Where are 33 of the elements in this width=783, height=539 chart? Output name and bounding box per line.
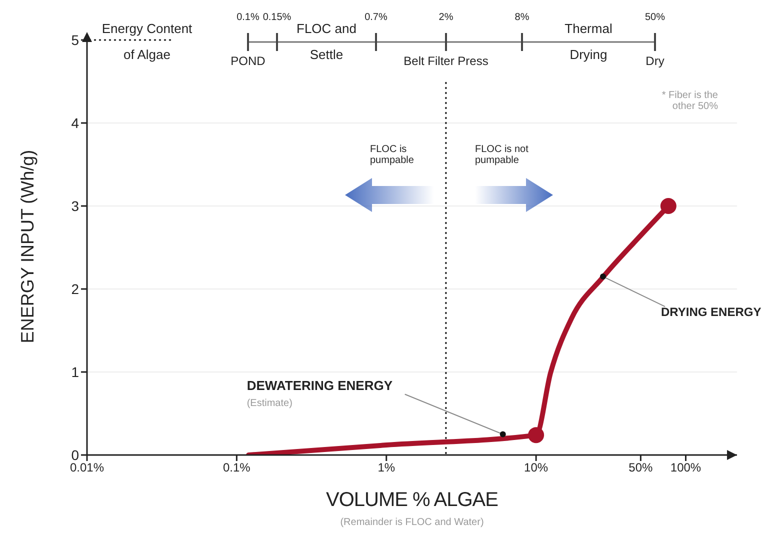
annotation: FLOC is pumpable (370, 144, 415, 166)
y-tick-label: 3 (71, 198, 80, 214)
y-tick-label: 1 (71, 364, 80, 380)
x-tick-label: 0.01% (70, 460, 104, 475)
y-tick-label: 4 (71, 114, 80, 131)
annotation: DEWATERING ENERGY (246, 378, 393, 394)
text: 50% (644, 12, 665, 23)
annotation: DRYING ENERGY (660, 304, 762, 319)
x-tick-label: 1% (378, 460, 396, 475)
x-tick-label: 0.1% (223, 460, 251, 475)
annotation: POND (230, 54, 266, 68)
annotation: FLOC is not pumpable (475, 144, 530, 166)
annotation: * Fiber is the other 50% (660, 90, 718, 112)
annotation: Thermal Drying (564, 20, 614, 64)
text: (Remainder is FLOC and Water) (339, 517, 485, 528)
x-tick-label: 10% (524, 460, 548, 475)
y-tick-label: 5 (71, 32, 80, 48)
text: 0.7% (364, 12, 388, 23)
annotation: FLOC and Settle (296, 20, 358, 64)
x-tick-label: 100% (670, 460, 702, 475)
x-axis-title: VOLUME % ALGAE (325, 489, 499, 512)
ref-line-label: Energy Content of Algae (100, 20, 194, 64)
annotation: (Estimate) (246, 398, 292, 410)
annotation: Dry (646, 54, 664, 68)
text: 0.15% (262, 12, 292, 23)
y-tick-label: 2 (71, 280, 80, 297)
annotation: Belt Filter Press (402, 54, 490, 68)
text: 0.1% (236, 12, 260, 23)
text: 2% (438, 12, 454, 23)
y-axis-title: ENERGY INPUT (Wh/g) (18, 148, 38, 345)
text: 8% (514, 12, 530, 23)
y-tick-label: 0 (71, 446, 80, 463)
x-tick-label: 50% (628, 460, 654, 475)
